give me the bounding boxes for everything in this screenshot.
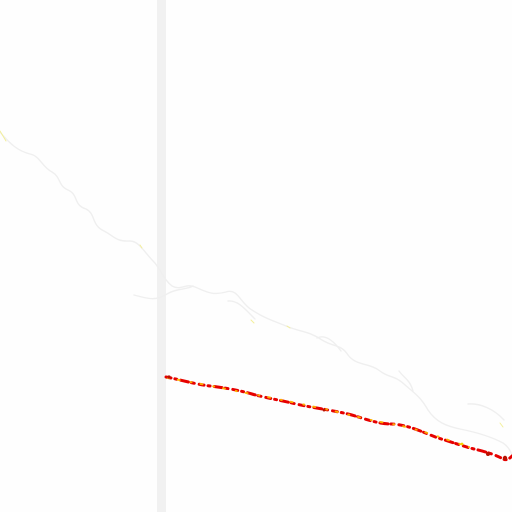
vertical-light-band xyxy=(157,0,166,512)
route-marker-mid xyxy=(322,408,326,412)
highlighted-lower-route xyxy=(164,375,512,462)
faint-yellow-accent xyxy=(0,130,504,428)
route-yellow-marker xyxy=(460,442,464,446)
highlighted-route-yellow-accent xyxy=(167,377,470,448)
route-marker-west xyxy=(167,375,171,379)
faint-river-loop xyxy=(133,285,505,421)
faint-upper-route xyxy=(0,131,512,456)
route-marker-east-edge xyxy=(502,455,508,461)
route-marker-east xyxy=(486,452,490,456)
